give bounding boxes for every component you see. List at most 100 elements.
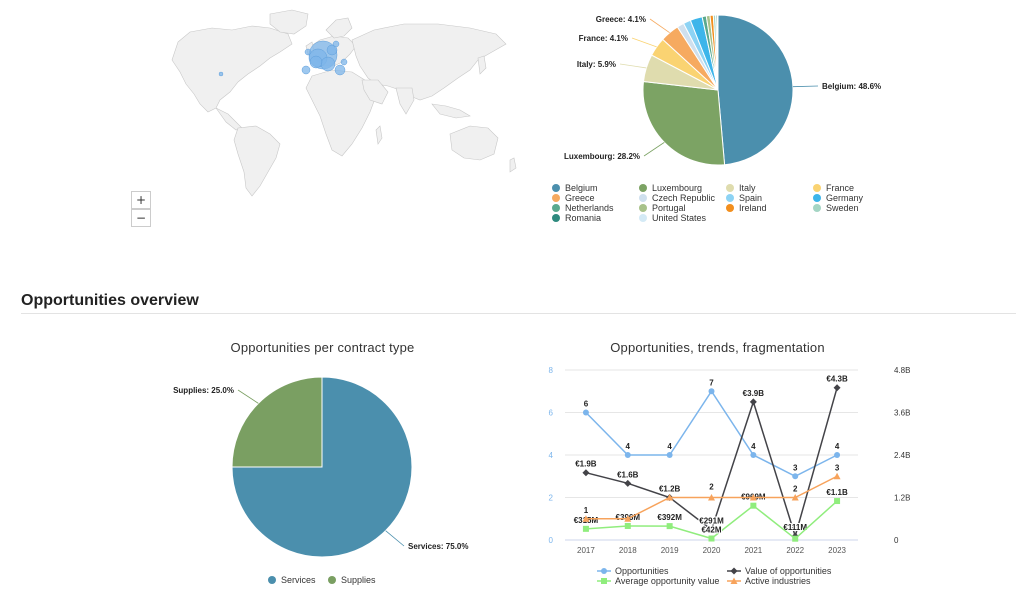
legend-label: Portugal <box>652 203 686 213</box>
data-point-value-of-opportunities[interactable] <box>708 526 715 534</box>
data-label-opportunities: 3 <box>793 463 798 472</box>
data-point-active-industries[interactable] <box>582 515 590 522</box>
legend-marker[interactable] <box>730 577 738 585</box>
legend-item-opportunities[interactable]: Opportunities <box>597 566 669 576</box>
legend-item-italy[interactable]: Italy <box>726 183 756 193</box>
legend-dot-icon <box>726 194 734 202</box>
legend-label: Average opportunity value <box>615 576 720 586</box>
data-point-average-opportunity-value[interactable] <box>708 535 715 542</box>
data-point-value-of-opportunities[interactable] <box>749 398 757 406</box>
legend-item-united-states[interactable]: United States <box>639 213 706 223</box>
legend-item-france[interactable]: France <box>813 183 854 193</box>
data-point-value-of-opportunities[interactable] <box>582 469 590 477</box>
data-point-opportunities[interactable] <box>792 473 799 480</box>
zoom-in-button[interactable]: + <box>131 191 151 209</box>
legend-marker[interactable] <box>730 567 738 575</box>
legend-marker[interactable] <box>601 568 607 574</box>
pie-slice-luxembourg[interactable] <box>642 80 726 166</box>
data-point-average-opportunity-value[interactable] <box>750 502 757 509</box>
legend-label: Opportunities <box>615 566 669 576</box>
bubble-spain[interactable] <box>301 65 311 75</box>
legend-item-romania[interactable]: Romania <box>552 213 601 223</box>
bubble-ireland[interactable] <box>304 48 312 56</box>
legend-label: United States <box>652 213 707 223</box>
legend-marker[interactable] <box>601 578 607 584</box>
data-point-average-opportunity-value[interactable] <box>834 498 841 505</box>
legend-label: Value of opportunities <box>745 566 832 576</box>
legend-item-ireland[interactable]: Ireland <box>726 203 767 213</box>
data-label-average-opportunity-value: €42M <box>701 526 721 535</box>
zoom-out-button[interactable]: − <box>131 209 151 227</box>
japan <box>477 55 487 75</box>
bubble-romania[interactable] <box>340 58 348 66</box>
legend-item-czech-republic[interactable]: Czech Republic <box>639 193 715 203</box>
legend-item-sweden[interactable]: Sweden <box>813 203 859 213</box>
data-point-active-industries[interactable] <box>791 494 799 501</box>
legend-label: Sweden <box>826 203 859 213</box>
legend-item-luxembourg[interactable]: Luxembourg <box>639 183 702 193</box>
data-point-opportunities[interactable] <box>834 452 841 458</box>
central-america <box>215 107 243 131</box>
legend-item-value-of-opportunities[interactable]: Value of opportunities <box>727 566 831 576</box>
bubble-greece[interactable] <box>334 64 346 76</box>
data-point-active-industries[interactable] <box>833 472 841 480</box>
legend-item-belgium[interactable]: Belgium <box>552 183 598 193</box>
data-point-value-of-opportunities[interactable] <box>624 479 632 487</box>
section-divider <box>21 313 1016 314</box>
series-active-industries: 1 2 2 3 <box>582 462 841 522</box>
data-point-opportunities[interactable] <box>582 409 589 416</box>
pie-connector-greece <box>649 18 670 33</box>
data-label-active-industries: 1 <box>584 506 589 515</box>
legend-label: Luxembourg <box>652 183 703 193</box>
legend-item-germany[interactable]: Germany <box>813 193 863 203</box>
legend-dot-icon <box>813 204 821 212</box>
legend-item-portugal[interactable]: Portugal <box>639 203 686 213</box>
landmasses <box>171 9 517 197</box>
legend-item-supplies[interactable]: Supplies <box>328 575 376 585</box>
world-map[interactable] <box>120 0 540 200</box>
legend-dot-icon <box>813 194 821 202</box>
data-point-opportunities[interactable] <box>708 388 715 395</box>
data-point-active-industries[interactable] <box>749 494 757 501</box>
data-point-average-opportunity-value[interactable] <box>792 535 799 542</box>
data-point-average-opportunity-value[interactable] <box>624 522 631 529</box>
series-line-opportunities <box>585 389 838 478</box>
pie-slice-supplies[interactable] <box>231 376 323 468</box>
pie-slice-united-states[interactable] <box>716 14 719 91</box>
data-label-opportunities: 4 <box>835 442 840 451</box>
legend-dot-icon <box>639 194 647 202</box>
data-point-active-industries[interactable] <box>666 494 674 501</box>
bubble-germany[interactable] <box>326 44 338 56</box>
pie-slice-belgium[interactable] <box>717 14 794 166</box>
bubble-sweden[interactable] <box>332 40 340 48</box>
legend-item-spain[interactable]: Spain <box>726 193 762 203</box>
y-left-tick-label: 6 <box>549 409 554 418</box>
bubble-italy[interactable] <box>320 56 336 72</box>
data-point-opportunities[interactable] <box>624 452 631 458</box>
y-left-tick-label: 4 <box>549 451 554 460</box>
data-point-active-industries[interactable] <box>624 515 632 522</box>
data-point-average-opportunity-value[interactable] <box>666 523 673 530</box>
australia <box>449 125 499 161</box>
data-point-active-industries[interactable] <box>708 494 715 501</box>
y-right-tick-label: 2.4B <box>894 451 910 460</box>
data-point-opportunities[interactable] <box>750 452 757 458</box>
bubble-united-states[interactable] <box>218 71 224 77</box>
legend-item-services[interactable]: Services <box>268 575 316 585</box>
legend-item-greece[interactable]: Greece <box>552 193 595 203</box>
legend-item-average-opportunity-value[interactable]: Average opportunity value <box>597 576 719 586</box>
data-point-value-of-opportunities[interactable] <box>833 384 841 392</box>
data-bubbles <box>218 40 348 77</box>
legend-item-netherlands[interactable]: Netherlands <box>552 203 614 213</box>
legend-dot-icon <box>268 576 276 584</box>
data-point-opportunities[interactable] <box>666 452 673 458</box>
world-map-svg[interactable] <box>120 0 540 200</box>
legend-dot-icon <box>639 214 647 222</box>
data-point-average-opportunity-value[interactable] <box>582 525 589 532</box>
data-label-opportunities: 7 <box>709 378 714 387</box>
bubble-france[interactable] <box>309 55 323 69</box>
pie-connector-belgium <box>792 85 819 88</box>
legend-item-active-industries[interactable]: Active industries <box>727 576 811 586</box>
data-label-value-of-opportunities: €3.9B <box>743 389 765 398</box>
scandinavia <box>325 17 353 39</box>
